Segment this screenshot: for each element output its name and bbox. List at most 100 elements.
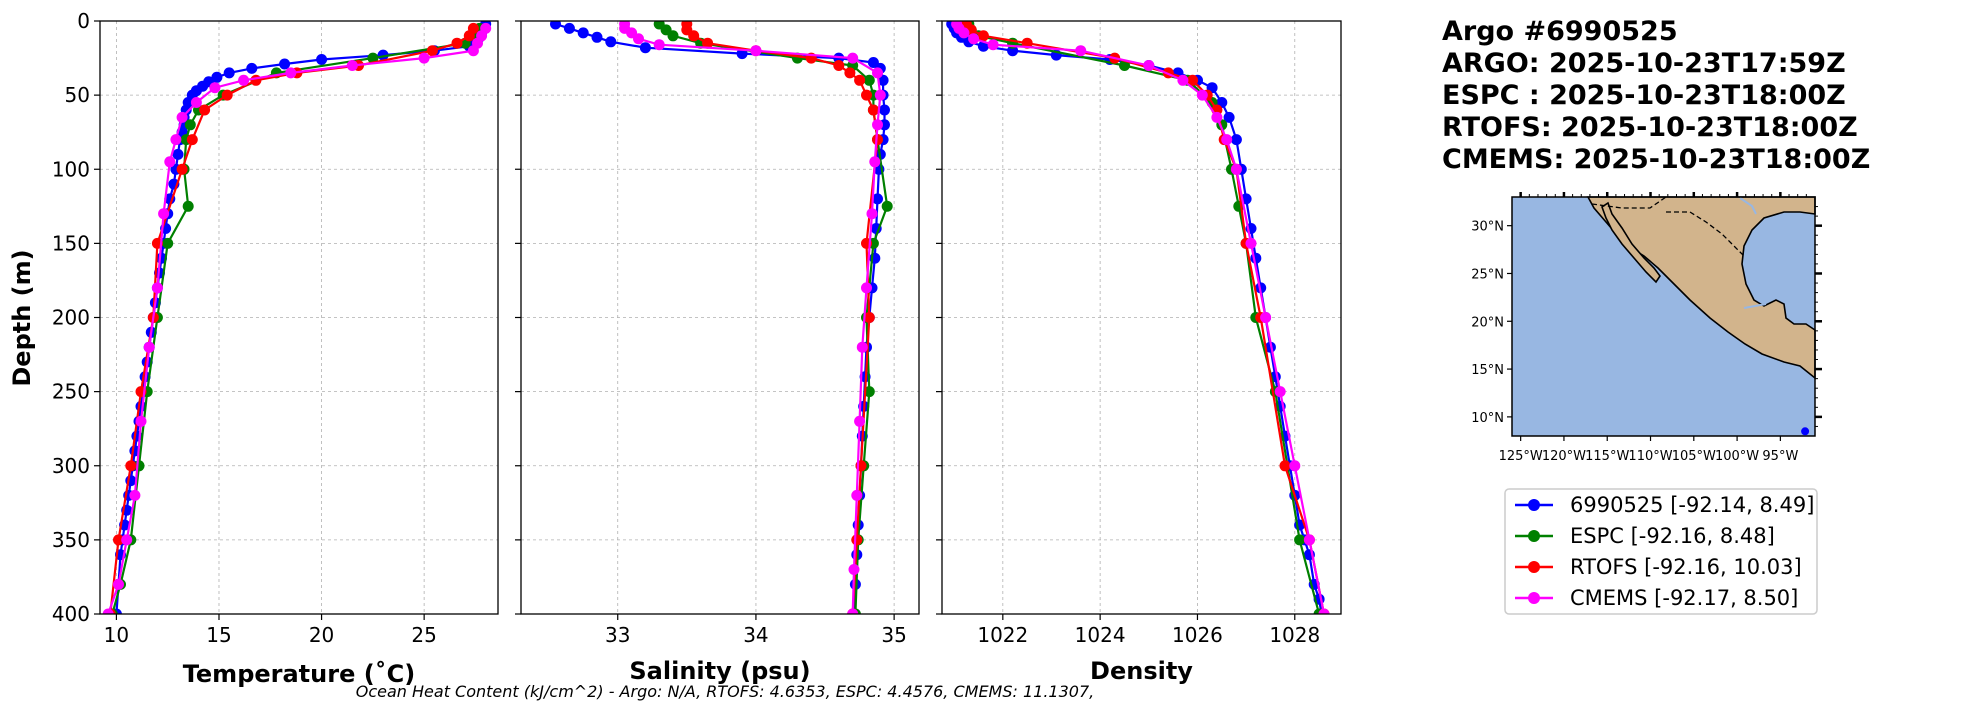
x-tick-label: 33	[605, 623, 630, 647]
series-point-espc	[182, 200, 194, 212]
map-lat-label: 15°N	[1471, 363, 1504, 378]
series-point-6990525	[223, 67, 235, 79]
x-tick-label: 1028	[1269, 623, 1320, 647]
header-argo-id: Argo #6990525	[1442, 16, 1678, 47]
series-point-rtofs	[113, 534, 124, 546]
y-tick-label: 100	[52, 157, 90, 181]
legend-marker	[1528, 592, 1540, 604]
series-point-cmems	[1230, 163, 1242, 175]
series-point-cmems	[848, 564, 860, 575]
series-point-rtofs	[221, 89, 233, 101]
series-point-6990525	[605, 36, 617, 48]
map-lon-label: 105°W	[1672, 449, 1716, 464]
legend-item: CMEMS [-92.17, 8.50]	[1515, 586, 1798, 610]
series-point-cmems	[987, 39, 999, 51]
series-point-cmems	[653, 39, 665, 51]
legend-item: ESPC [-92.16, 8.48]	[1515, 524, 1775, 548]
series-point-rtofs	[702, 37, 714, 49]
series-point-cmems	[1245, 237, 1257, 249]
series-point-6990525	[563, 22, 575, 34]
series-point-cmems	[102, 608, 114, 614]
x-tick-label: 1022	[977, 623, 1028, 647]
map-lat-label: 10°N	[1471, 411, 1504, 426]
series-point-cmems	[854, 415, 866, 427]
legend-marker	[1528, 561, 1540, 573]
series-point-cmems	[176, 111, 188, 123]
series-point-cmems	[1221, 134, 1233, 146]
series-point-cmems	[158, 208, 170, 220]
series-point-cmems	[346, 60, 358, 71]
series-line-6990525	[555, 22, 886, 614]
y-tick-label: 0	[77, 9, 90, 33]
series-point-rtofs	[1187, 74, 1199, 86]
series-line-espc	[111, 28, 481, 614]
series-line-6990525	[950, 23, 1323, 614]
series-point-cmems	[135, 415, 147, 427]
y-tick-label: 200	[52, 306, 90, 330]
series-point-cmems	[121, 534, 133, 546]
y-axis-label: Depth (m)	[8, 249, 36, 386]
series-point-cmems	[869, 156, 881, 168]
series-point-cmems	[968, 33, 980, 45]
series-point-cmems	[1303, 534, 1315, 546]
series-group	[102, 21, 492, 614]
map-frame	[1511, 196, 1816, 437]
panel-salinity: 33 34 35 Salinity (psu)	[515, 20, 920, 685]
x-tick-label: 1026	[1172, 623, 1223, 647]
series-point-rtofs	[426, 45, 438, 57]
series-point-rtofs	[844, 67, 856, 79]
series-point-espc	[184, 119, 196, 131]
y-tick-label: 150	[52, 231, 90, 255]
legend-item: 6990525 [-92.14, 8.49]	[1515, 493, 1814, 517]
series-point-cmems	[143, 341, 155, 353]
legend-label: ESPC [-92.16, 8.48]	[1570, 524, 1775, 548]
series-point-cmems	[1143, 60, 1155, 71]
map-rivers	[1739, 197, 1767, 309]
series-point-cmems	[847, 608, 859, 614]
inset-map: 30°N 25°N 20°N 15°N 10°N 125°W 120°W 115°W 110°W…	[1471, 192, 1822, 464]
series-point-cmems	[285, 67, 297, 79]
series-point-cmems	[1075, 45, 1087, 57]
series-line-cmems	[107, 27, 487, 614]
series-point-cmems	[129, 489, 141, 501]
series-point-espc	[863, 74, 875, 86]
series-point-rtofs	[854, 74, 866, 86]
y-tick-label: 400	[52, 602, 90, 626]
series-point-cmems	[418, 52, 430, 64]
series-point-rtofs	[861, 89, 872, 101]
series-point-cmems	[190, 97, 202, 108]
map-lon-label: 125°W	[1499, 449, 1543, 464]
x-tick-label: 10	[104, 623, 129, 647]
series-point-cmems	[1211, 111, 1223, 123]
series-point-rtofs	[977, 30, 989, 42]
map-land-mexico	[1586, 196, 1816, 380]
map-lat-label: 20°N	[1471, 315, 1504, 330]
series-point-rtofs	[463, 30, 475, 42]
series-point-cmems	[467, 45, 479, 57]
series-point-cmems	[1274, 386, 1286, 398]
legend-marker	[1528, 499, 1540, 511]
series-point-espc	[162, 237, 174, 249]
series-point-cmems	[958, 27, 970, 39]
series-line-cmems	[623, 24, 882, 614]
legend-label: CMEMS [-92.17, 8.50]	[1570, 586, 1798, 610]
series-point-cmems	[872, 67, 883, 79]
x-tick-label: 35	[881, 623, 906, 647]
series-line-6990525	[115, 23, 487, 614]
series-point-6990525	[316, 54, 328, 65]
series-line-rtofs	[685, 24, 879, 614]
series-point-rtofs	[863, 312, 875, 323]
x-axis-label-temperature: Temperature (˚C)	[183, 660, 416, 688]
series-point-espc	[1119, 60, 1130, 71]
x-tick-label: 25	[411, 623, 436, 647]
series-point-cmems	[750, 45, 762, 57]
series-point-cmems	[1260, 312, 1272, 323]
y-tick-label: 50	[65, 83, 90, 107]
series-point-6990525	[172, 148, 184, 160]
panel-temperature: 0 50 100 150 200 250 300 350 400 10 15 20 25 Temperat…	[52, 9, 499, 688]
x-axis-label-density: Density	[1090, 657, 1193, 685]
map-lon-label: 120°W	[1542, 449, 1586, 464]
y-tick-label: 350	[52, 528, 90, 552]
x-tick-label: 1024	[1075, 623, 1126, 647]
